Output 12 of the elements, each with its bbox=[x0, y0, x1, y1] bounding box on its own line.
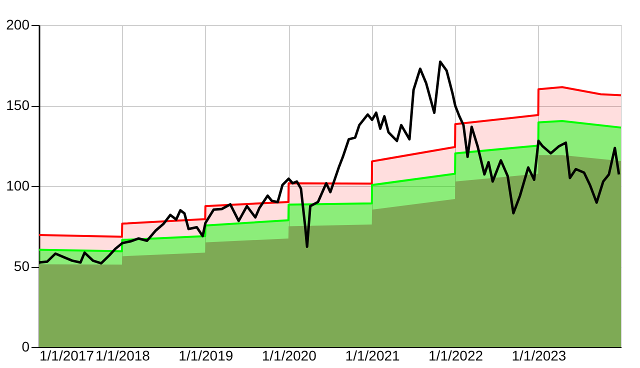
x-tick-label: 1/1/2021 bbox=[345, 348, 400, 364]
x-tick-label: 1/1/2023 bbox=[512, 348, 566, 364]
x-tick-label: 1/1/2019 bbox=[178, 348, 234, 364]
x-tick-label: 1/1/2018 bbox=[95, 348, 150, 364]
y-tick-label: 200 bbox=[6, 16, 30, 32]
x-tick-label: 1/1/2020 bbox=[262, 348, 317, 364]
x-tick-label: 1/1/2017 bbox=[40, 348, 94, 364]
y-tick-label: 50 bbox=[14, 258, 30, 274]
y-tick-label: 150 bbox=[6, 97, 30, 113]
y-tick-label: 0 bbox=[22, 338, 30, 354]
y-tick-label: 100 bbox=[6, 178, 30, 194]
x-tick-label: 1/1/2022 bbox=[428, 348, 484, 364]
